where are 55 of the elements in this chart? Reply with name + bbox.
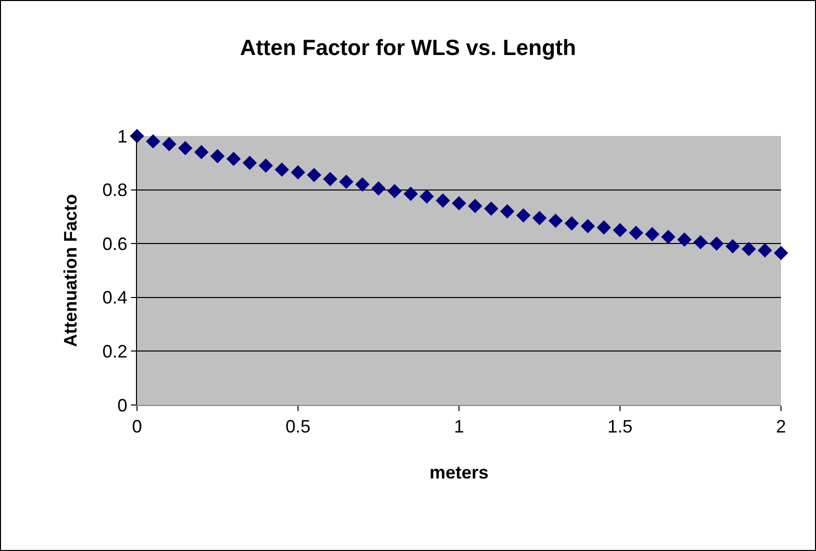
point (242, 156, 257, 170)
x-tick-label: 2 (776, 416, 786, 437)
point (146, 134, 160, 149)
point (404, 186, 418, 201)
point (628, 226, 644, 240)
x-axis-title: meters (429, 462, 489, 483)
point (468, 198, 482, 214)
point (532, 210, 547, 226)
point (226, 152, 241, 166)
point (677, 232, 692, 247)
point (290, 165, 306, 180)
point (758, 243, 772, 258)
point (516, 208, 531, 223)
x-tick-label: 1 (454, 416, 464, 437)
point (596, 220, 612, 235)
point (726, 239, 740, 254)
point (612, 223, 628, 238)
point (661, 230, 676, 244)
point (564, 216, 579, 231)
point (371, 181, 386, 196)
point (194, 144, 209, 160)
point (500, 204, 514, 218)
point (693, 235, 708, 250)
y-axis-title: Attenuation Facto (60, 194, 81, 347)
point (130, 128, 144, 144)
point (452, 196, 466, 210)
y-tick-label: 0.2 (102, 342, 128, 362)
point (306, 168, 322, 182)
point (580, 218, 595, 234)
point (742, 242, 756, 256)
x-tick-label: 0.5 (285, 416, 311, 437)
point (162, 136, 176, 152)
y-tick-label: 1 (117, 126, 128, 146)
y-tick-label: 0.4 (102, 288, 128, 308)
y-tick-label: 0.6 (102, 234, 128, 254)
x-tick-label: 0 (132, 416, 142, 437)
point (548, 214, 563, 228)
y-tick-label: 0.8 (102, 180, 128, 200)
point (645, 227, 660, 242)
point (709, 236, 724, 251)
point (339, 174, 354, 189)
point (210, 149, 225, 164)
point (436, 193, 450, 208)
point (420, 189, 434, 204)
x-tick-label: 1.5 (607, 416, 633, 437)
y-tick-label: 0 (117, 395, 128, 416)
point (387, 184, 402, 198)
point (355, 177, 370, 192)
point (274, 162, 290, 177)
point (258, 158, 273, 173)
point (178, 140, 192, 156)
point (484, 201, 498, 216)
chart-title: Atten Factor for WLS vs. Length (240, 34, 576, 60)
point (323, 172, 338, 186)
point (774, 246, 788, 260)
